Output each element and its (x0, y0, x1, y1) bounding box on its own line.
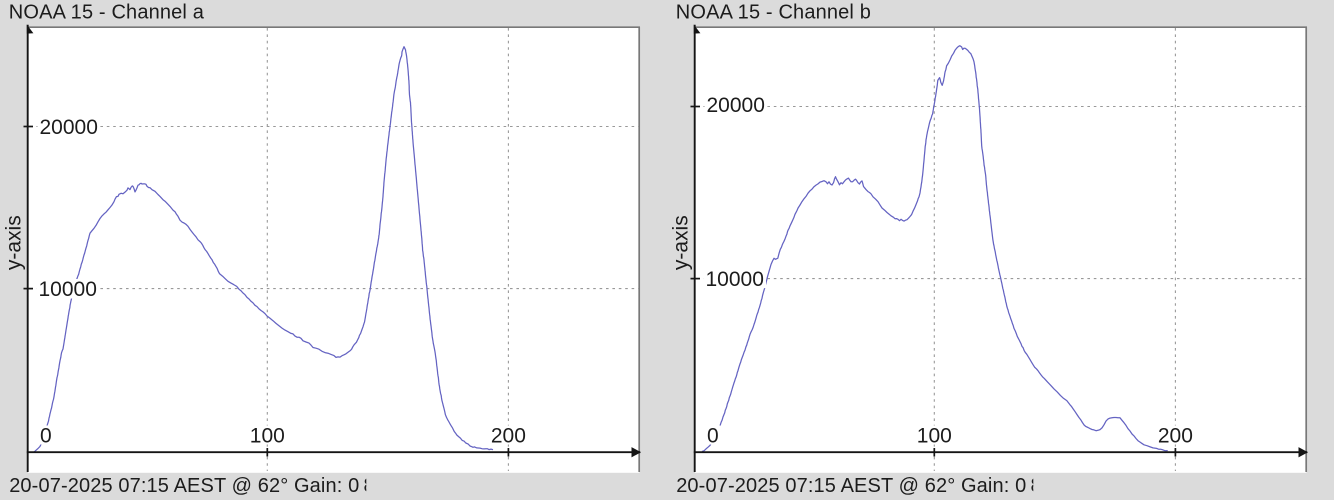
svg-text:0: 0 (40, 424, 52, 447)
svg-text:20000: 20000 (40, 116, 98, 139)
svg-text:100: 100 (917, 424, 952, 447)
svg-text:y-axis: y-axis (3, 215, 26, 270)
svg-text:NOAA 15 - Channel b: NOAA 15 - Channel b (676, 2, 871, 24)
svg-text:20-07-2025 07:15 AEST @ 62° Ga: 20-07-2025 07:15 AEST @ 62° Gain: 0 8 (9, 475, 375, 497)
svg-text:20-07-2025 07:15 AEST @ 62° Ga: 20-07-2025 07:15 AEST @ 62° Gain: 0 8 (676, 475, 1042, 497)
svg-text:10000: 10000 (706, 268, 764, 291)
svg-text:200: 200 (491, 424, 526, 447)
svg-text:10000: 10000 (39, 278, 97, 301)
svg-text:0: 0 (707, 424, 719, 447)
svg-text:100: 100 (250, 424, 285, 447)
svg-text:20000: 20000 (707, 94, 765, 117)
svg-text:y-axis: y-axis (670, 215, 693, 270)
svg-text:200: 200 (1158, 424, 1193, 447)
svg-text:NOAA 15 - Channel a: NOAA 15 - Channel a (9, 2, 205, 24)
